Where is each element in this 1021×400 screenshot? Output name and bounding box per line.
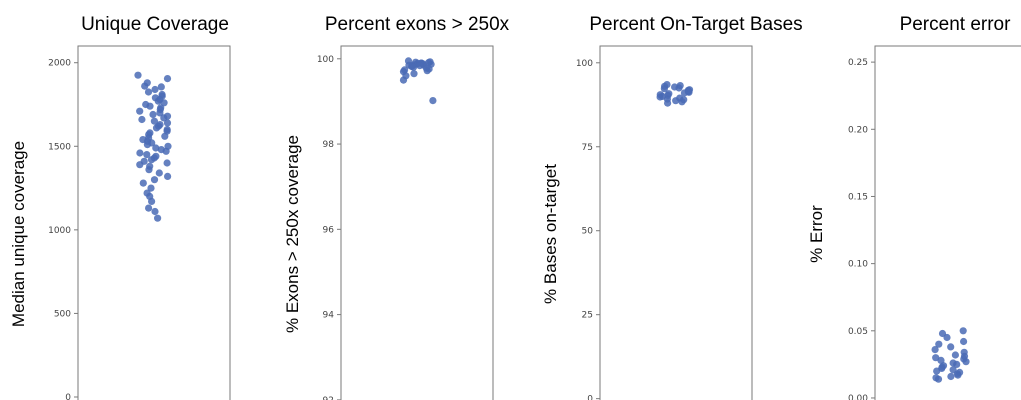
panel-3-point bbox=[656, 93, 664, 101]
panel-3-tick-label: 25 bbox=[582, 311, 593, 321]
panel-3-point bbox=[672, 97, 680, 105]
panel-4-tick-label: 0.10 bbox=[848, 260, 868, 270]
panel-2-point bbox=[423, 67, 431, 75]
panel-2-point bbox=[416, 62, 424, 70]
panel-4-point bbox=[947, 343, 955, 351]
panel-1-point bbox=[157, 83, 165, 91]
panel-1-point bbox=[156, 109, 164, 117]
panel-4-point bbox=[947, 372, 955, 381]
panel-1-point bbox=[149, 110, 157, 119]
panel-4-point bbox=[943, 333, 951, 342]
panel-1-point bbox=[150, 176, 159, 184]
panel-1-point bbox=[145, 166, 153, 174]
panel-1-point bbox=[164, 172, 172, 180]
panel-3-point bbox=[678, 98, 686, 106]
panel-3-point bbox=[660, 85, 669, 93]
panel-1-ylabel: Median unique coverage bbox=[9, 141, 28, 327]
panel-1-point bbox=[146, 102, 154, 110]
panel-1-point bbox=[151, 85, 159, 94]
panel-4-ylabel: % Error bbox=[807, 205, 826, 263]
panel-4-point bbox=[935, 340, 943, 348]
panel-3-tick-label: 100 bbox=[576, 59, 593, 69]
panel-2-tick-label: 96 bbox=[323, 225, 335, 235]
panel-1-tick-label: 1000 bbox=[48, 226, 71, 236]
panel-2-tick-label: 98 bbox=[323, 140, 335, 150]
panel-1-point bbox=[162, 147, 170, 155]
panel-1-point bbox=[152, 124, 161, 132]
panel-2-point bbox=[410, 70, 418, 78]
panel-4-point bbox=[932, 354, 940, 362]
panel-1-point bbox=[154, 214, 162, 222]
panel-2-tick-label: 94 bbox=[323, 311, 335, 321]
panel-3-tick-label: 0 bbox=[587, 395, 593, 400]
panel-3-title: Percent On-Target Bases bbox=[589, 14, 802, 35]
panel-2-point bbox=[429, 97, 437, 105]
panel-2-ylabel: % Exons > 250x coverage bbox=[283, 135, 302, 333]
panel-3-frame bbox=[599, 45, 753, 400]
panel-1-point bbox=[136, 107, 144, 115]
panel-4-point bbox=[951, 351, 960, 359]
panel-1-point bbox=[144, 88, 153, 96]
panel-2-tick-label: 92 bbox=[323, 396, 334, 400]
panel-1-title: Unique Coverage bbox=[81, 14, 229, 35]
panel-1-point bbox=[152, 144, 160, 152]
panel-1-point bbox=[141, 82, 149, 90]
panel-3-point bbox=[664, 99, 672, 107]
panel-4-point bbox=[953, 360, 961, 368]
panel-1-point bbox=[147, 156, 156, 164]
panel-4-tick-label: 0.05 bbox=[848, 327, 868, 337]
panel-1-point bbox=[148, 197, 156, 205]
panel-1-point bbox=[163, 75, 172, 83]
panel-4-tick-label: 0.20 bbox=[848, 125, 868, 135]
panel-4-tick-label: 0.15 bbox=[848, 192, 868, 202]
panel-1-tick-label: 1500 bbox=[48, 142, 71, 152]
panel-3-ylabel: % Bases on-target bbox=[541, 164, 560, 304]
panel-1-frame bbox=[77, 45, 231, 400]
panel-1-point bbox=[150, 117, 158, 125]
panel-1-point bbox=[147, 184, 155, 192]
panel-1-point bbox=[154, 97, 162, 105]
panel-4-title: Percent error bbox=[900, 14, 1012, 35]
panel-1-point bbox=[155, 169, 163, 177]
panel-1-point bbox=[143, 151, 151, 159]
panel-2-point bbox=[399, 76, 408, 84]
panel-1-tick-label: 2000 bbox=[48, 59, 71, 69]
panel-3-tick-label: 75 bbox=[582, 143, 593, 153]
panel-4-point bbox=[933, 367, 941, 375]
panel-1-point bbox=[163, 119, 172, 127]
panel-2-title: Percent exons > 250x bbox=[325, 14, 510, 35]
panel-4-point bbox=[960, 337, 968, 346]
panel-3-tick-label: 50 bbox=[582, 227, 594, 237]
panel-2-frame bbox=[340, 45, 494, 400]
panel-1-point bbox=[161, 132, 169, 140]
panel-1-point bbox=[145, 204, 153, 212]
panel-3-point bbox=[675, 84, 683, 92]
panel-1-point bbox=[134, 71, 142, 79]
panel-3-point bbox=[680, 89, 689, 97]
panel-1-tick-label: 0 bbox=[65, 393, 71, 400]
panel-1-point bbox=[136, 149, 144, 157]
panel-1-point bbox=[160, 114, 168, 122]
panel-1-point bbox=[139, 179, 147, 187]
panel-4-tick-label: 0.25 bbox=[848, 58, 868, 68]
panel-1-tick-label: 500 bbox=[54, 309, 71, 319]
panel-1-point bbox=[163, 159, 171, 167]
panel-1-point bbox=[143, 141, 151, 149]
panel-4-tick-label: 0.00 bbox=[848, 394, 868, 400]
panel-2-tick-label: 100 bbox=[317, 55, 334, 65]
panel-1-point bbox=[151, 207, 159, 216]
panel-2-point bbox=[409, 63, 418, 71]
panel-4-point bbox=[954, 371, 962, 379]
panel-4-frame bbox=[874, 45, 1021, 400]
panel-4-point bbox=[934, 375, 943, 383]
panel-4-point bbox=[962, 358, 970, 366]
panel-1-point bbox=[138, 115, 146, 124]
panel-4-point bbox=[959, 327, 967, 335]
panel-1-point bbox=[136, 161, 144, 169]
panel-4-point bbox=[931, 346, 939, 354]
